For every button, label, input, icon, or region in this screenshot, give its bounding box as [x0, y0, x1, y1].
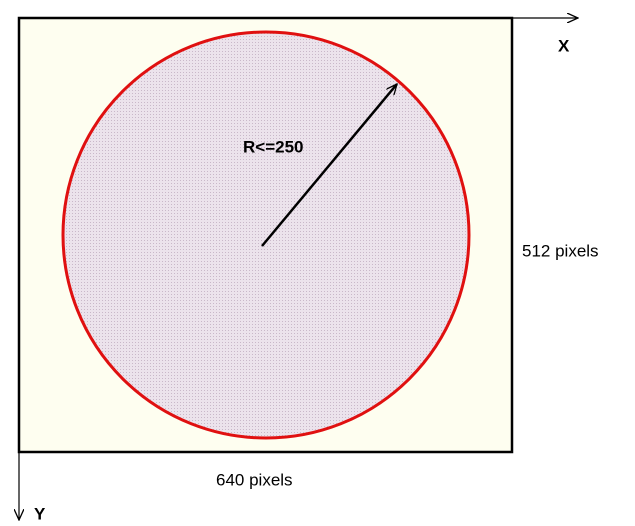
radius-arrow	[261, 84, 397, 247]
height-label: 512 pixels	[522, 241, 599, 260]
x-axis-label: X	[558, 36, 570, 55]
radius-label: R<=250	[243, 137, 304, 156]
width-label: 640 pixels	[216, 470, 293, 489]
circle	[61, 30, 471, 440]
y-axis-label: Y	[34, 504, 46, 523]
